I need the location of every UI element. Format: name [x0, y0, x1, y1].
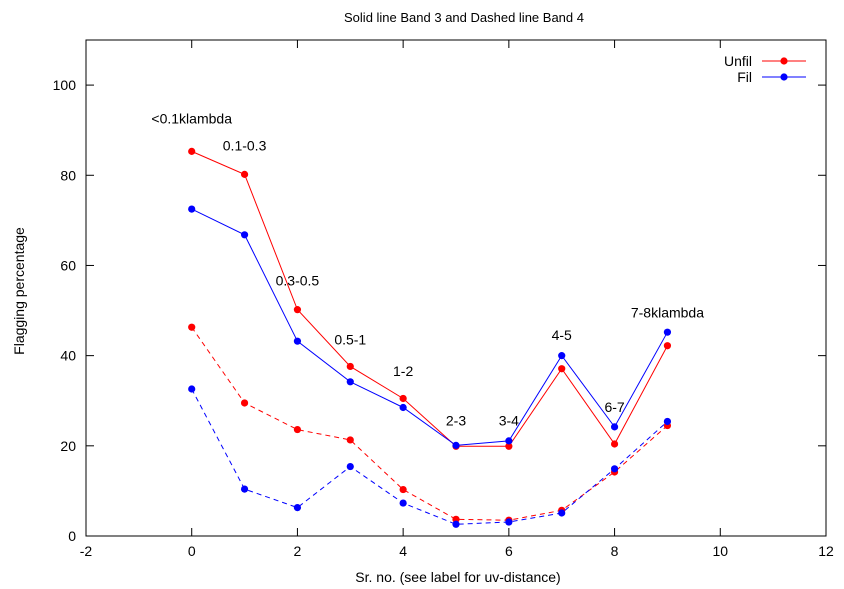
x-tick-label: 10 [712, 543, 728, 559]
data-point [399, 403, 407, 412]
uv-range-annotation: 3-4 [499, 413, 519, 429]
uv-range-annotation: 2-3 [446, 413, 466, 429]
data-point [240, 170, 249, 178]
data-point [188, 147, 196, 155]
data-point [610, 465, 619, 473]
data-point [293, 425, 302, 434]
legend-label: Fil [737, 69, 752, 85]
uv-range-annotation: 4-5 [552, 327, 572, 343]
y-tick-label: 60 [60, 257, 76, 273]
legend-swatch-point [780, 57, 788, 65]
y-tick-label: 20 [60, 438, 76, 454]
data-point [188, 323, 196, 331]
series-layer [188, 147, 672, 528]
data-point [505, 442, 513, 450]
data-point [610, 423, 619, 431]
series-line-0 [191, 150, 668, 447]
data-point [346, 436, 354, 444]
data-point [188, 205, 196, 213]
data-point [240, 485, 249, 493]
data-point [399, 485, 407, 494]
data-point [505, 437, 513, 445]
x-tick-label: 6 [505, 543, 513, 559]
uv-range-annotation: 0.1-0.3 [223, 137, 267, 153]
data-point [558, 352, 566, 360]
y-axis-label: Flagging percentage [11, 227, 27, 355]
uv-range-annotation: 7-8klambda [631, 304, 704, 320]
data-point [399, 499, 407, 507]
legend-label: Unfil [724, 53, 752, 69]
data-point [293, 337, 302, 345]
uv-range-annotation: 1-2 [393, 363, 413, 379]
data-point [293, 503, 302, 512]
data-point [399, 394, 407, 403]
legend-swatch-point [780, 73, 788, 81]
series-line-1 [191, 208, 668, 446]
data-point [452, 515, 460, 523]
y-tick-label: 100 [53, 77, 77, 93]
data-point [558, 365, 566, 373]
uv-range-annotation: 6-7 [604, 399, 624, 415]
x-tick-label: -2 [80, 543, 93, 559]
data-point [663, 342, 672, 350]
x-tick-label: 0 [188, 543, 196, 559]
text-layer: Solid line Band 3 and Dashed line Band 4… [11, 10, 704, 585]
data-point [346, 378, 354, 386]
plot-frame [85, 39, 827, 537]
chart-title: Solid line Band 3 and Dashed line Band 4 [344, 10, 584, 25]
data-point [240, 231, 249, 239]
uv-range-annotation: 0.3-0.5 [276, 273, 320, 289]
series-line-2 [191, 326, 668, 521]
data-point [610, 440, 619, 448]
y-tick-label: 40 [60, 348, 76, 364]
data-point [188, 385, 196, 393]
x-tick-label: 12 [818, 543, 834, 559]
data-point [240, 399, 249, 407]
data-point [663, 417, 672, 426]
data-point [452, 520, 460, 528]
data-point [293, 306, 302, 314]
data-point [452, 441, 460, 449]
data-point [346, 462, 354, 471]
data-point [663, 328, 672, 336]
y-tick-label: 0 [68, 528, 76, 544]
x-tick-label: 2 [294, 543, 302, 559]
y-tick-label: 80 [60, 167, 76, 183]
uv-range-annotation: <0.1klambda [151, 110, 232, 126]
x-tick-label: 4 [399, 543, 407, 559]
data-point [505, 518, 513, 526]
x-axis-label: Sr. no. (see label for uv-distance) [355, 569, 560, 585]
data-point [346, 362, 354, 371]
uv-range-annotation: 0.5-1 [334, 331, 366, 347]
data-point [558, 509, 566, 517]
x-tick-label: 8 [611, 543, 619, 559]
series-line-3 [191, 388, 668, 525]
